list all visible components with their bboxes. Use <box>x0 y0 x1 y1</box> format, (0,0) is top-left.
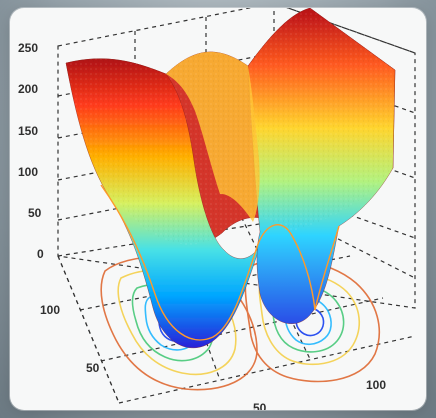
y-tick-50: 50 <box>86 361 100 375</box>
z-tick-250: 250 <box>18 41 38 55</box>
x-tick-100: 100 <box>366 378 386 392</box>
y-tick-100: 100 <box>40 303 60 317</box>
right-floor-line <box>118 335 416 404</box>
left-floor-line <box>57 255 120 404</box>
front-axis-line <box>57 255 120 404</box>
contour-outer-right <box>244 258 381 383</box>
surface-texture <box>66 8 395 245</box>
back-top-grid <box>57 8 416 309</box>
z-tick-100: 100 <box>18 165 38 179</box>
z-axis-ticks: 250 200 150 100 50 0 <box>18 41 44 261</box>
z-tick-50: 50 <box>28 206 42 220</box>
surface-front-edge <box>100 184 340 341</box>
x-tick-50: 50 <box>253 401 267 410</box>
z-tick-150: 150 <box>18 124 38 138</box>
z-tick-0: 0 <box>37 247 44 261</box>
floor-grid-b <box>100 297 384 362</box>
y-axis-ticks: 100 50 <box>40 303 100 375</box>
z-tick-200: 200 <box>18 82 38 96</box>
surface-mesh <box>65 8 396 349</box>
contour-yellow-right <box>258 271 360 366</box>
x-axis-ticks: 50 100 <box>253 378 386 410</box>
right-grid-1 <box>286 8 416 54</box>
surface-plot: 250 200 150 100 50 0 100 50 50 100 <box>18 8 416 410</box>
